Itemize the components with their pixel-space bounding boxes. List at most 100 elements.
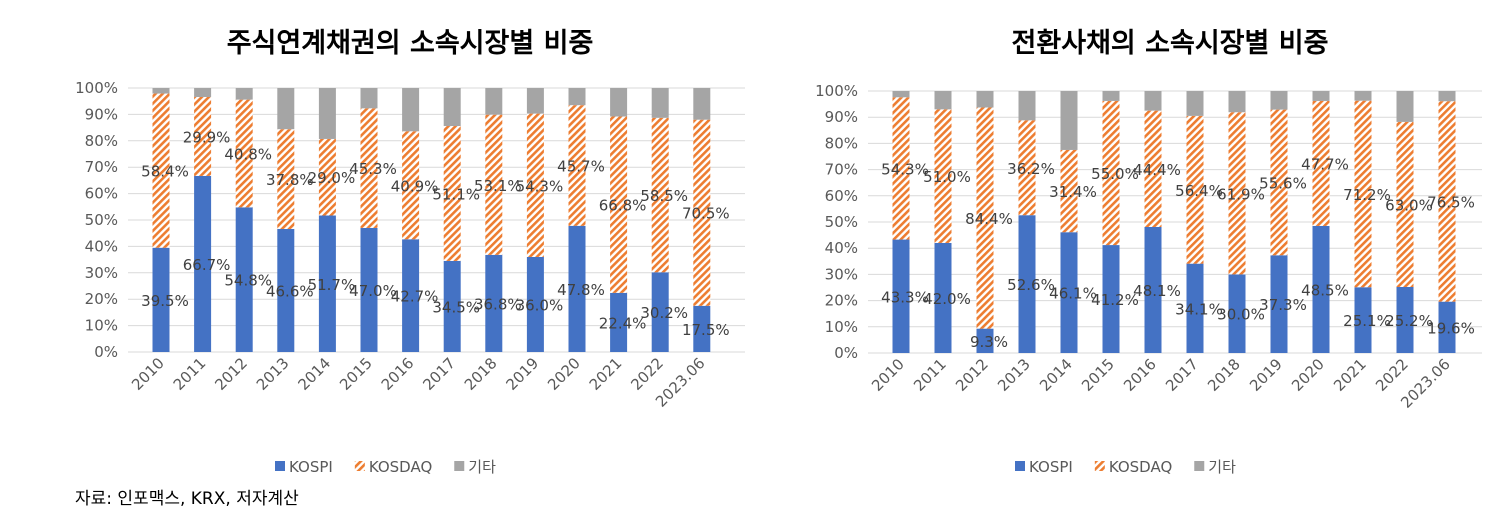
y-tick-label: 20% — [825, 292, 858, 310]
bar-기타-2016 — [402, 88, 420, 132]
data-label: 47.0% — [349, 282, 397, 300]
bar-kospi-2010 — [892, 239, 910, 353]
bar-기타-2018 — [1228, 91, 1246, 113]
x-tick-label: 2012 — [952, 355, 992, 395]
bar-kosdaq-2023.06 — [693, 119, 711, 306]
y-tick-label: 30% — [85, 264, 118, 282]
bar-kospi-2017 — [443, 260, 461, 352]
data-label: 37.8% — [266, 171, 314, 189]
y-tick-label: 40% — [825, 239, 858, 257]
data-label: 61.9% — [1217, 185, 1265, 203]
legend-swatch-kospi — [275, 461, 285, 471]
x-tick-label: 2011 — [170, 354, 210, 394]
bar-기타-2019 — [1270, 91, 1288, 110]
bar-기타-2022 — [651, 88, 669, 118]
bar-kospi-2021 — [610, 292, 628, 352]
y-tick-label: 80% — [825, 134, 858, 152]
x-tick-label: 2013 — [253, 354, 293, 394]
bar-kosdaq-2015 — [360, 108, 378, 228]
data-label: 58.5% — [640, 187, 688, 205]
x-tick-label: 2014 — [1036, 355, 1076, 395]
bar-kosdaq-2017 — [443, 126, 461, 261]
y-tick-label: 70% — [85, 158, 118, 176]
bar-기타-2020 — [1312, 91, 1330, 101]
x-tick-label: 2015 — [1078, 355, 1118, 395]
bar-kosdaq-2019 — [1270, 109, 1288, 256]
data-label: 45.7% — [557, 157, 605, 175]
data-label: 39.5% — [141, 292, 189, 310]
data-label: 70.5% — [682, 205, 730, 223]
data-label: 30.2% — [640, 304, 688, 322]
x-tick-label: 2020 — [544, 354, 584, 394]
y-tick-label: 50% — [825, 213, 858, 231]
data-label: 54.3% — [516, 177, 564, 195]
data-label: 51.0% — [923, 168, 971, 186]
bar-kosdaq-2019 — [526, 113, 544, 257]
bar-kosdaq-2013 — [277, 129, 295, 229]
data-label: 51.1% — [432, 185, 480, 203]
y-tick-label: 0% — [94, 343, 118, 361]
data-label: 40.9% — [391, 177, 439, 195]
data-label: 42.7% — [391, 288, 439, 306]
x-tick-label: 2017 — [1162, 355, 1202, 395]
bar-기타-2011 — [194, 88, 212, 97]
legend-swatch-kospi — [1015, 461, 1025, 471]
bar-kosdaq-2012 — [235, 99, 253, 208]
data-label: 66.7% — [183, 256, 231, 274]
data-label: 53.1% — [474, 177, 522, 195]
y-tick-label: 90% — [85, 105, 118, 123]
data-label: 66.8% — [599, 197, 647, 215]
bar-kosdaq-2016 — [402, 131, 420, 240]
bar-기타-2018 — [485, 88, 503, 115]
bar-kospi-2021 — [1354, 287, 1372, 353]
data-label: 46.6% — [266, 282, 314, 300]
data-label: 47.7% — [1301, 155, 1349, 173]
bar-kosdaq-2015 — [1102, 100, 1120, 246]
bar-kospi-2020 — [1312, 225, 1330, 353]
bar-kospi-2014 — [318, 215, 336, 352]
y-tick-label: 10% — [825, 318, 858, 336]
x-tick-label: 2017 — [419, 354, 459, 394]
legend-label: 기타 — [468, 458, 496, 476]
x-tick-label: 2020 — [1288, 355, 1328, 395]
bar-기타-2012 — [976, 91, 994, 108]
x-tick-label: 2018 — [461, 354, 501, 394]
data-label: 36.2% — [1007, 160, 1055, 178]
bar-kosdaq-2018 — [1228, 112, 1246, 275]
data-label: 34.5% — [432, 298, 480, 316]
x-tick-label: 2010 — [128, 354, 168, 394]
legend-label: KOSPI — [289, 458, 333, 476]
data-label: 29.0% — [308, 169, 356, 187]
y-tick-label: 50% — [85, 211, 118, 229]
bar-기타-2014 — [318, 88, 336, 139]
x-tick-label: 2019 — [1246, 355, 1286, 395]
bar-kospi-2015 — [360, 227, 378, 352]
data-label: 29.9% — [183, 128, 231, 146]
chart-title: 전환사채의 소속시장별 비중 — [1012, 28, 1329, 59]
bar-기타-2013 — [277, 88, 295, 130]
data-label: 42.0% — [923, 290, 971, 308]
bar-kospi-2013 — [277, 228, 295, 352]
bar-kosdaq-2013 — [1018, 120, 1036, 216]
data-label: 37.3% — [1259, 296, 1307, 314]
data-label: 19.6% — [1427, 319, 1475, 337]
data-label: 84.4% — [965, 210, 1013, 228]
data-label: 71.2% — [1343, 186, 1391, 204]
x-tick-label: 2021 — [586, 354, 626, 394]
legend-swatch-기타 — [1194, 461, 1205, 471]
x-tick-label: 2015 — [336, 354, 376, 394]
data-label: 55.0% — [1091, 165, 1139, 183]
bar-kosdaq-2012 — [976, 107, 994, 329]
data-label: 41.2% — [1091, 291, 1139, 309]
data-label: 22.4% — [599, 314, 647, 332]
bar-기타-2020 — [568, 88, 586, 106]
legend-label: KOSPI — [1029, 458, 1073, 476]
legend-swatch-kosdaq — [1094, 461, 1105, 471]
bar-kosdaq-2021 — [610, 116, 628, 293]
bar-kosdaq-2017 — [1186, 115, 1204, 264]
data-label: 36.0% — [516, 296, 564, 314]
bar-kosdaq-2023.06 — [1438, 101, 1456, 302]
legend-swatch-기타 — [454, 461, 465, 471]
y-tick-label: 70% — [825, 161, 858, 179]
